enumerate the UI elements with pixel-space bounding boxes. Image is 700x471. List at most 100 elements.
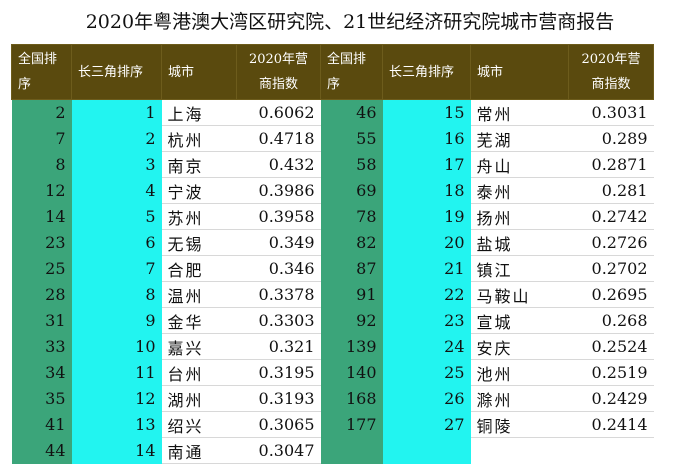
national-rank-cell: 87 — [320, 255, 383, 282]
yrd-rank-cell: 16 — [382, 125, 471, 152]
national-rank-cell: 14 — [11, 203, 72, 230]
index-cell: 0.2742 — [568, 203, 654, 230]
national-rank-cell: 168 — [320, 385, 383, 412]
city-cell: 宁波 — [161, 177, 237, 204]
table-row: 7 2 杭州 0.4718 55 16 芜湖 0.289 — [11, 125, 654, 152]
national-rank-cell: 69 — [320, 177, 383, 204]
city-cell: 镇江 — [470, 255, 569, 282]
yrd-rank-cell: 26 — [382, 385, 471, 412]
national-rank-cell: 41 — [11, 411, 72, 438]
city-cell: 舟山 — [470, 151, 569, 178]
header-city: 城市 — [470, 44, 569, 100]
table-row: 14 5 苏州 0.3958 78 19 扬州 0.2742 — [11, 203, 654, 230]
yrd-rank-cell: 27 — [382, 411, 471, 438]
city-cell: 芜湖 — [470, 125, 569, 152]
index-cell: 0.289 — [568, 125, 654, 152]
national-rank-cell: 55 — [320, 125, 383, 152]
national-rank-cell — [320, 437, 383, 464]
index-cell: 0.3047 — [236, 437, 321, 464]
national-rank-cell: 7 — [11, 125, 72, 152]
yrd-rank-cell: 17 — [382, 151, 471, 178]
index-cell: 0.2726 — [568, 229, 654, 256]
city-cell: 常州 — [470, 99, 569, 126]
city-cell: 湖州 — [161, 385, 237, 412]
table-row: 25 7 合肥 0.346 87 21 镇江 0.2702 — [11, 255, 654, 282]
header-yrd-rank: 长三角排序 — [71, 44, 162, 100]
yrd-rank-cell: 3 — [71, 151, 162, 178]
city-cell: 南京 — [161, 151, 237, 178]
national-rank-cell: 58 — [320, 151, 383, 178]
yrd-rank-cell: 5 — [71, 203, 162, 230]
index-cell: 0.2429 — [568, 385, 654, 412]
page-title: 2020年粤港澳大湾区研究院、21世纪经济研究院城市营商报告 — [85, 11, 615, 33]
empty-cell — [568, 437, 654, 464]
index-cell: 0.2702 — [568, 255, 654, 282]
national-rank-cell: 91 — [320, 281, 383, 308]
yrd-rank-cell: 13 — [71, 411, 162, 438]
index-cell: 0.3065 — [236, 411, 321, 438]
index-cell: 0.2695 — [568, 281, 654, 308]
city-cell: 南通 — [161, 437, 237, 464]
index-cell: 0.2519 — [568, 359, 654, 386]
yrd-rank-cell: 19 — [382, 203, 471, 230]
index-cell: 0.3378 — [236, 281, 321, 308]
national-rank-cell: 177 — [320, 411, 383, 438]
index-cell: 0.3031 — [568, 99, 654, 126]
header-national-rank: 全国排序 — [11, 44, 72, 100]
city-cell: 盐城 — [470, 229, 569, 256]
index-cell: 0.3195 — [236, 359, 321, 386]
index-cell: 0.346 — [236, 255, 321, 282]
city-cell: 温州 — [161, 281, 237, 308]
national-rank-cell: 8 — [11, 151, 72, 178]
header-row: 全国排序 长三角排序 城市 2020年营商指数 全国排序 长三角排序 城市 20… — [11, 44, 654, 100]
index-cell: 0.2871 — [568, 151, 654, 178]
index-cell: 0.349 — [236, 229, 321, 256]
national-rank-cell: 44 — [11, 437, 72, 464]
table-row: 33 10 嘉兴 0.321 139 24 安庆 0.2524 — [11, 333, 654, 360]
national-rank-cell: 33 — [11, 333, 72, 360]
yrd-rank-cell: 6 — [71, 229, 162, 256]
header-yrd-rank: 长三角排序 — [382, 44, 471, 100]
city-cell: 苏州 — [161, 203, 237, 230]
national-rank-cell: 140 — [320, 359, 383, 386]
index-cell: 0.3303 — [236, 307, 321, 334]
city-cell: 马鞍山 — [470, 281, 569, 308]
yrd-rank-cell: 2 — [71, 125, 162, 152]
city-cell: 泰州 — [470, 177, 569, 204]
table-row: 41 13 绍兴 0.3065 177 27 铜陵 0.2414 — [11, 411, 654, 438]
city-cell: 滁州 — [470, 385, 569, 412]
header-index: 2020年营商指数 — [568, 44, 654, 100]
index-cell: 0.321 — [236, 333, 321, 360]
yrd-rank-cell: 9 — [71, 307, 162, 334]
business-index-table: 全国排序 长三角排序 城市 2020年营商指数 全国排序 长三角排序 城市 20… — [11, 44, 654, 464]
city-cell: 池州 — [470, 359, 569, 386]
table-row: 31 9 金华 0.3303 92 23 宣城 0.268 — [11, 307, 654, 334]
city-cell: 合肥 — [161, 255, 237, 282]
yrd-rank-cell: 21 — [382, 255, 471, 282]
table-row: 23 6 无锡 0.349 82 20 盐城 0.2726 — [11, 229, 654, 256]
city-cell: 绍兴 — [161, 411, 237, 438]
index-cell: 0.3986 — [236, 177, 321, 204]
national-rank-cell: 139 — [320, 333, 383, 360]
yrd-rank-cell: 14 — [71, 437, 162, 464]
index-cell: 0.6062 — [236, 99, 321, 126]
national-rank-cell: 31 — [11, 307, 72, 334]
yrd-rank-cell: 23 — [382, 307, 471, 334]
table-row: 28 8 温州 0.3378 91 22 马鞍山 0.2695 — [11, 281, 654, 308]
yrd-rank-cell: 4 — [71, 177, 162, 204]
table-row: 35 12 湖州 0.3193 168 26 滁州 0.2429 — [11, 385, 654, 412]
city-cell: 台州 — [161, 359, 237, 386]
index-cell: 0.3958 — [236, 203, 321, 230]
city-cell: 杭州 — [161, 125, 237, 152]
header-index: 2020年营商指数 — [236, 44, 321, 100]
national-rank-cell: 82 — [320, 229, 383, 256]
national-rank-cell: 92 — [320, 307, 383, 334]
national-rank-cell: 46 — [320, 99, 383, 126]
yrd-rank-cell: 1 — [71, 99, 162, 126]
yrd-rank-cell: 15 — [382, 99, 471, 126]
national-rank-cell: 34 — [11, 359, 72, 386]
national-rank-cell: 12 — [11, 177, 72, 204]
city-cell: 嘉兴 — [161, 333, 237, 360]
yrd-rank-cell: 8 — [71, 281, 162, 308]
national-rank-cell: 35 — [11, 385, 72, 412]
